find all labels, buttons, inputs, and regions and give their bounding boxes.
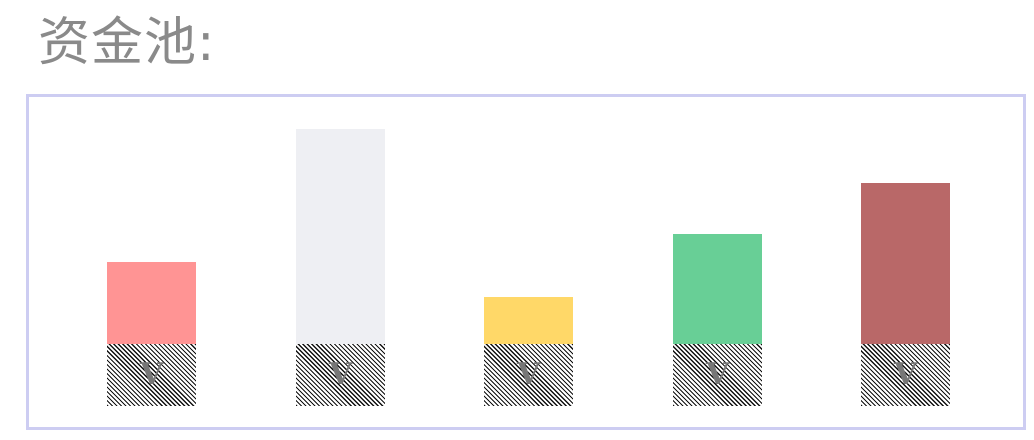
pool-bar-1[interactable]: V <box>107 97 196 406</box>
pool-bar-label: V <box>516 357 541 392</box>
pool-bar-label: V <box>139 357 164 392</box>
pool-bar-3[interactable]: V <box>484 97 573 406</box>
pool-bar-fill <box>296 129 385 344</box>
pool-bar-2[interactable]: V <box>296 97 385 406</box>
pool-bar-base: V <box>484 344 573 406</box>
pool-bar-base: V <box>296 344 385 406</box>
pool-bar-label: V <box>893 357 918 392</box>
pool-bar-fill <box>484 297 573 344</box>
page-title: 资金池: <box>38 13 216 73</box>
pool-bar-4[interactable]: V <box>673 97 762 406</box>
pool-bar-base: V <box>107 344 196 406</box>
pool-bar-fill <box>107 262 196 344</box>
pool-bar-fill <box>861 183 950 344</box>
pool-bar-fill <box>673 234 762 344</box>
pool-bar-base: V <box>861 344 950 406</box>
pool-bar-base: V <box>673 344 762 406</box>
pool-bar-label: V <box>328 357 353 392</box>
pool-bar-5[interactable]: V <box>861 97 950 406</box>
pool-bar-label: V <box>705 357 730 392</box>
